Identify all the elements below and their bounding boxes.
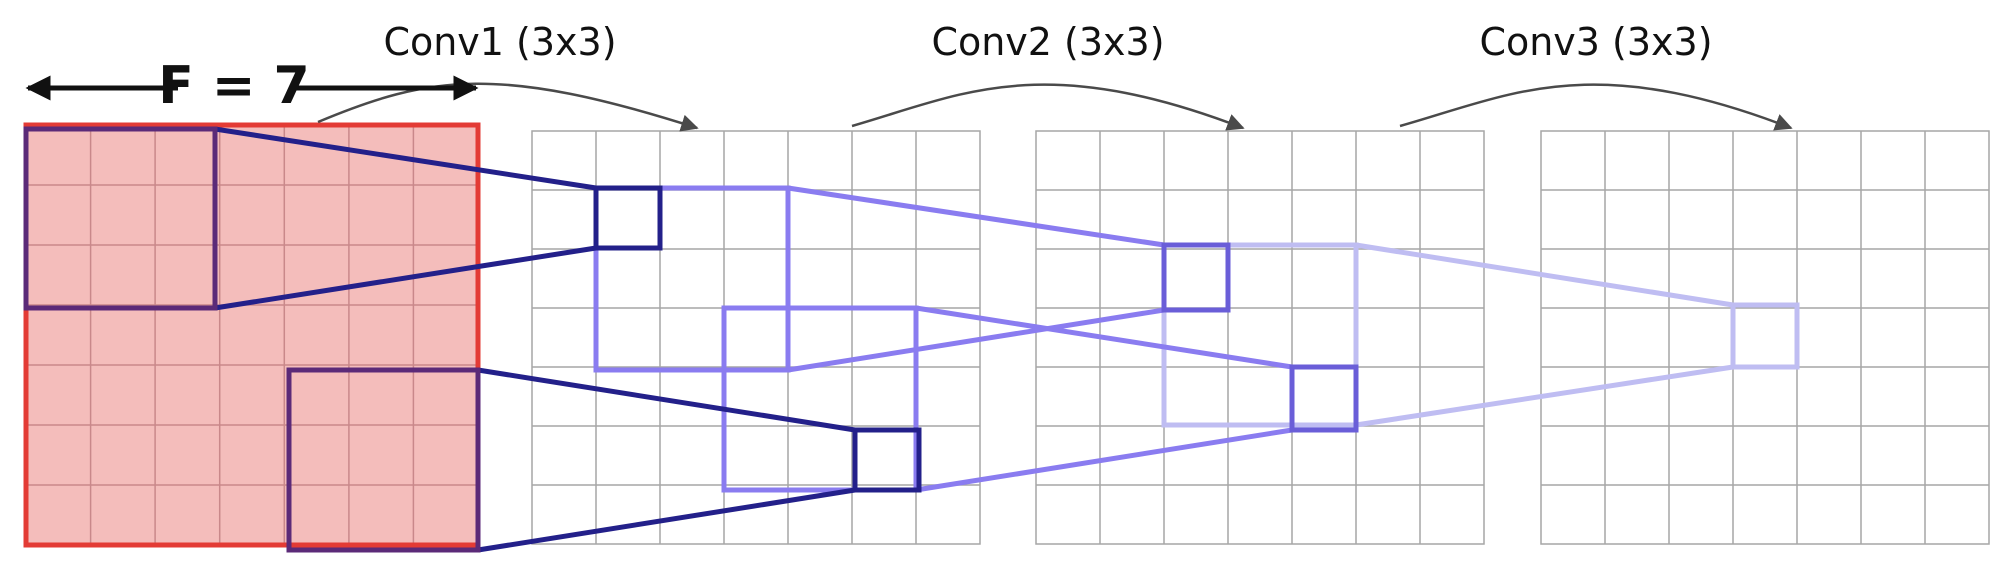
conv1-window-lower xyxy=(721,305,919,493)
conv3-label: Conv3 (3x3) xyxy=(1479,20,1712,64)
receptive-field-border xyxy=(23,122,481,548)
conv1-unit-upper xyxy=(593,185,663,251)
receptive-field-area xyxy=(26,125,478,545)
input-window-lower xyxy=(286,367,481,553)
conv3-grid xyxy=(1540,130,1990,545)
arrow-to-conv3 xyxy=(1399,83,1793,131)
conv2-label: Conv2 (3x3) xyxy=(931,20,1164,64)
input-grid-lines xyxy=(26,125,478,545)
conv2-window-light xyxy=(1161,242,1359,428)
conv1-label: Conv1 (3x3) xyxy=(383,20,616,64)
conv2-unit-upper xyxy=(1161,242,1231,313)
conv1-projection-lines xyxy=(214,126,856,553)
conv2-unit-lower xyxy=(1289,364,1359,433)
input-window-upper xyxy=(23,126,218,311)
input-grid xyxy=(26,125,478,545)
layer-arrows xyxy=(317,82,1793,132)
arrow-to-conv2 xyxy=(851,83,1245,131)
conv3-unit xyxy=(1730,302,1800,370)
conv3-projection-lines xyxy=(1355,242,1734,428)
conv1-grid xyxy=(531,130,981,545)
conv2-projection-lines xyxy=(787,185,1293,493)
field-size-label: F = 7 xyxy=(158,56,309,116)
conv2-grid xyxy=(1035,130,1485,545)
conv1-window-upper xyxy=(593,185,791,373)
conv1-unit-lower xyxy=(852,427,922,493)
